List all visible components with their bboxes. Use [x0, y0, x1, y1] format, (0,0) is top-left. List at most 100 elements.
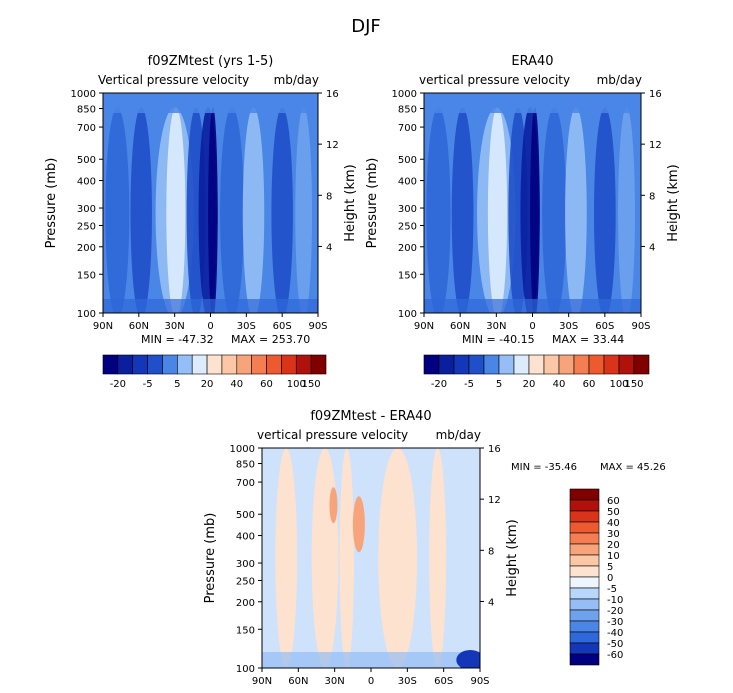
- y2-tick-label: 12: [488, 495, 501, 506]
- figure-title: DJF: [351, 16, 381, 37]
- x-tick-label: 0: [529, 321, 535, 332]
- colorbar-label: 40: [607, 518, 620, 529]
- colorbar-label: 60: [607, 496, 620, 507]
- colorbar-label: 60: [583, 379, 596, 390]
- y-tick-label: 1000: [71, 89, 96, 100]
- y-tick-label: 1000: [230, 444, 255, 455]
- x-tick-label: 0: [368, 676, 374, 687]
- contour-bottom: [262, 652, 480, 668]
- x-tick-label: 90S: [470, 676, 489, 687]
- colorbar-cell: [569, 499, 600, 512]
- y2-tick-label: 4: [649, 242, 655, 253]
- colorbar-label: 10: [607, 551, 620, 562]
- contour-band: [565, 107, 587, 313]
- colorbar-cell: [558, 354, 575, 375]
- colorbar-label: -60: [607, 650, 623, 661]
- contour-band: [339, 448, 355, 668]
- colorbar-cell: [618, 354, 635, 375]
- colorbar-label: -5: [143, 379, 153, 390]
- y2-tick-label: 12: [326, 140, 339, 151]
- colorbar-cell: [423, 354, 440, 375]
- colorbar-cell: [543, 354, 560, 375]
- contour-field: [103, 93, 318, 313]
- colorbar-cell: [266, 354, 282, 375]
- y-tick-label: 200: [77, 243, 96, 254]
- colorbar-cell: [633, 354, 650, 375]
- panel-units: mb/day: [274, 73, 319, 87]
- y-tick-label: 100: [398, 309, 417, 320]
- colorbar-cell: [603, 354, 620, 375]
- y-tick-label: 500: [236, 510, 255, 521]
- colorbar-cell: [569, 488, 600, 501]
- colorbar-label: -50: [607, 639, 623, 650]
- y-tick-label: 400: [77, 177, 96, 188]
- x-tick-label: 60N: [129, 321, 149, 332]
- y2-tick-label: 16: [488, 444, 501, 455]
- colorbar-cell: [162, 354, 178, 375]
- contour-band: [130, 107, 152, 313]
- x-tick-label: 60N: [288, 676, 308, 687]
- colorbar-cell: [221, 354, 238, 375]
- colorbar-label: -20: [110, 379, 126, 390]
- y-tick-label: 400: [236, 532, 255, 543]
- y-tick-label: 150: [398, 270, 417, 281]
- y2-axis-label: Height (km): [666, 164, 681, 241]
- contour-band: [487, 107, 508, 313]
- y-tick-label: 700: [77, 123, 96, 134]
- y-tick-label: 300: [398, 204, 417, 215]
- contour-band: [378, 448, 418, 668]
- colorbar-cell: [483, 354, 500, 375]
- y-tick-label: 150: [77, 270, 96, 281]
- y-tick-label: 300: [77, 204, 96, 215]
- colorbar-cell: [498, 354, 515, 375]
- colorbar-cell: [468, 354, 485, 375]
- x-tick-label: 90S: [308, 321, 327, 332]
- contour-band: [166, 107, 186, 313]
- colorbar-label: 5: [496, 379, 502, 390]
- contour-band: [426, 107, 451, 313]
- colorbar-label: -5: [464, 379, 474, 390]
- colorbar-label: 5: [607, 562, 613, 573]
- x-tick-label: 30S: [398, 676, 417, 687]
- y2-tick-label: 16: [649, 89, 662, 100]
- x-tick-label: 30S: [237, 321, 256, 332]
- panel-title: f09ZMtest - ERA40: [310, 409, 431, 424]
- panel-subtitle: vertical pressure velocity: [257, 428, 408, 442]
- panel-subtitle: vertical pressure velocity: [419, 73, 570, 87]
- y-tick-label: 200: [236, 598, 255, 609]
- colorbar-label: 30: [607, 529, 620, 540]
- colorbar-cell: [310, 354, 327, 375]
- y-axis-label: Pressure (mb): [203, 513, 218, 604]
- y-axis-label: Pressure (mb): [365, 158, 380, 249]
- y-tick-label: 1000: [392, 89, 417, 100]
- contour-band: [220, 107, 244, 313]
- y-tick-label: 700: [236, 478, 255, 489]
- contour-bottom: [424, 299, 641, 313]
- colorbar-label: -30: [607, 617, 623, 628]
- contour-band: [618, 107, 635, 313]
- x-tick-label: 90S: [631, 321, 650, 332]
- colorbar-label: 40: [230, 379, 243, 390]
- colorbar-label: -40: [607, 628, 623, 639]
- colorbar-cell: [251, 354, 267, 375]
- min-label: MIN = -40.15: [462, 333, 535, 346]
- contour-top: [103, 93, 318, 113]
- contour-band: [208, 107, 218, 313]
- colorbar-label: -10: [607, 595, 623, 606]
- colorbar-cell: [191, 354, 208, 375]
- y2-axis-label: Height (km): [505, 519, 520, 596]
- colorbar-label: 150: [302, 379, 321, 390]
- x-tick-label: 30S: [559, 321, 578, 332]
- contour-band: [242, 107, 265, 313]
- contour-top: [424, 93, 641, 113]
- contour-band: [530, 107, 540, 313]
- contour-field: [424, 93, 641, 313]
- colorbar-cell: [569, 620, 600, 633]
- y-axis-label: Pressure (mb): [44, 158, 59, 249]
- y2-tick-label: 8: [649, 191, 655, 202]
- contour-band: [593, 107, 616, 313]
